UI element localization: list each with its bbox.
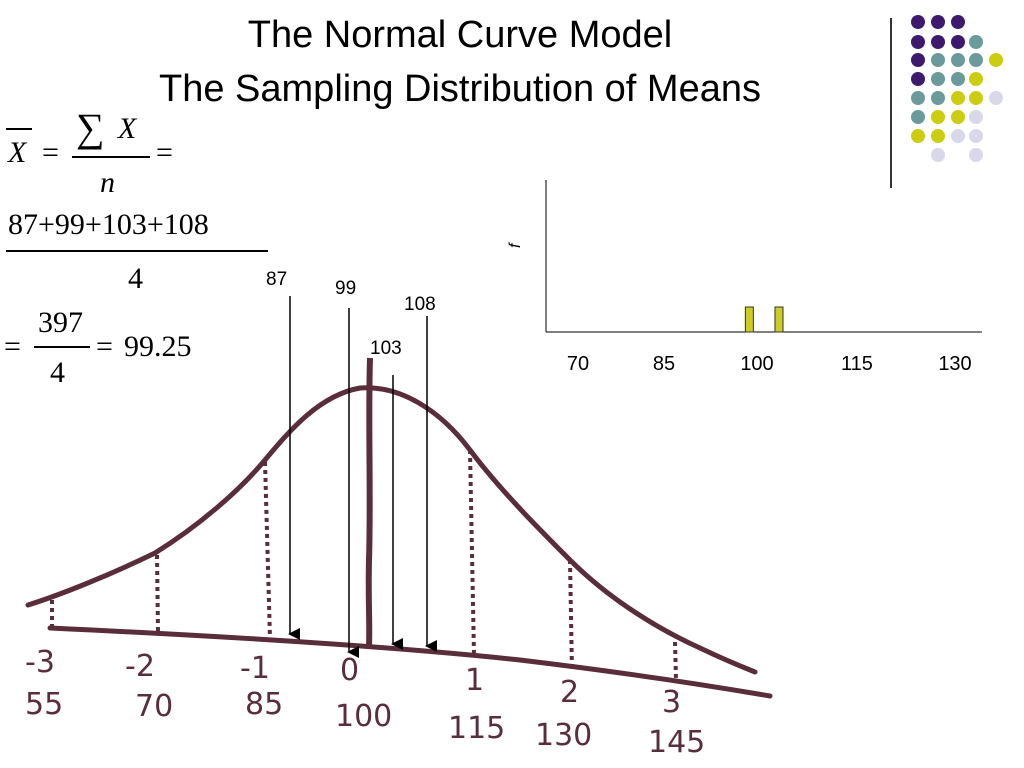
decorative-dot <box>931 35 945 49</box>
mean-symbol: X <box>8 136 27 169</box>
frequency-chart: f 70 85 100 115 130 <box>507 180 982 375</box>
decorative-dot <box>931 72 945 86</box>
baseline-axis <box>47 625 773 699</box>
sd-line-minus1 <box>263 461 272 639</box>
chart-y-label: f <box>507 242 524 248</box>
decorative-dot <box>969 148 983 162</box>
decorative-divider <box>890 18 892 188</box>
decorative-dot <box>931 148 945 162</box>
decorative-dot <box>911 53 925 67</box>
equals-sign: = <box>96 330 113 363</box>
chart-x-tick-label: 100 <box>740 353 773 375</box>
z-label: 3 <box>662 685 681 720</box>
decorative-dot <box>931 53 945 67</box>
arrow-label-99: 99 <box>335 278 356 299</box>
mean-line <box>365 357 373 646</box>
sum-numerator: 87+99+103+108 <box>8 208 209 241</box>
decorative-dot <box>951 91 965 105</box>
arrow-label-103: 103 <box>370 338 402 359</box>
decorative-dot <box>911 72 925 86</box>
decorative-dot <box>911 129 925 143</box>
chart-x-tick-label: 130 <box>938 353 971 375</box>
equals-sign: = <box>4 330 21 363</box>
z-score-labels: -3 -2 -1 0 1 2 3 <box>25 645 681 720</box>
decorative-dot <box>951 15 965 29</box>
score-label: 130 <box>535 718 592 753</box>
arrow-label-87: 87 <box>266 269 287 290</box>
decorative-dot <box>931 15 945 29</box>
arrow-label-108: 108 <box>404 294 436 315</box>
decorative-dot <box>969 110 983 124</box>
score-label: 85 <box>245 687 283 722</box>
z-label: 0 <box>340 653 359 688</box>
slide-title-line1: The Normal Curve Model <box>247 14 673 56</box>
decorative-dot <box>951 53 965 67</box>
result-denominator: 4 <box>50 356 65 389</box>
decorative-dot <box>931 91 945 105</box>
fraction-bar <box>72 156 150 158</box>
decorative-dot-grid <box>911 15 1003 162</box>
decorative-dot <box>989 53 1003 67</box>
mean-bar-overline <box>6 128 32 130</box>
chart-bar <box>774 306 784 333</box>
z-label: 2 <box>560 675 579 710</box>
z-label: 1 <box>465 663 484 698</box>
decorative-dot <box>951 35 965 49</box>
score-label: 145 <box>648 725 705 760</box>
decorative-dot <box>969 35 983 49</box>
sd-line-plus3 <box>673 641 678 681</box>
decorative-dot <box>969 53 983 67</box>
sd-line-plus2 <box>568 559 574 673</box>
decorative-dot <box>989 91 1003 105</box>
chart-bars <box>744 306 784 333</box>
decorative-dot <box>969 72 983 86</box>
decorative-dot <box>911 91 925 105</box>
numerator-variable: X <box>118 112 137 145</box>
score-label: 115 <box>448 711 505 746</box>
sd-line-minus2 <box>155 554 160 633</box>
score-labels: 55 70 85 100 115 130 145 <box>25 687 705 760</box>
decorative-dot <box>951 110 965 124</box>
sd-line-plus1 <box>468 449 476 656</box>
z-label: -1 <box>240 651 270 686</box>
score-label: 55 <box>25 687 63 722</box>
sum-denominator: 4 <box>128 262 143 295</box>
result-numerator: 397 <box>38 306 83 339</box>
decorative-dot <box>969 129 983 143</box>
sum-symbol: ∑ <box>76 105 105 150</box>
fraction-bar <box>34 346 90 348</box>
decorative-dot <box>911 15 925 29</box>
denominator-variable: n <box>100 166 115 199</box>
decorative-dot <box>951 72 965 86</box>
normal-curve-line <box>25 385 758 675</box>
equals-sign: = <box>156 136 173 169</box>
chart-x-tick-label: 85 <box>653 353 675 375</box>
chart-x-tick-label: 115 <box>841 353 873 375</box>
fraction-bar <box>6 250 268 252</box>
decorative-dot <box>969 91 983 105</box>
score-label: 100 <box>335 699 392 734</box>
decorative-dot <box>911 110 925 124</box>
decorative-dot <box>931 110 945 124</box>
equals-sign: = <box>42 136 59 169</box>
chart-bar <box>744 306 754 333</box>
z-label: -2 <box>125 649 155 684</box>
normal-curve-drawing <box>25 357 773 699</box>
chart-x-ticks: 70 85 100 115 130 <box>567 353 972 375</box>
decorative-dot <box>911 35 925 49</box>
slide-title-line2: The Sampling Distribution of Means <box>159 68 761 110</box>
z-label: -3 <box>25 645 55 680</box>
sample-arrows: 87 99 103 108 <box>266 269 437 658</box>
score-label: 70 <box>135 689 173 724</box>
decorative-dot <box>951 129 965 143</box>
result-value: 99.25 <box>124 330 192 363</box>
chart-x-tick-label: 70 <box>567 353 589 375</box>
decorative-dot <box>931 129 945 143</box>
